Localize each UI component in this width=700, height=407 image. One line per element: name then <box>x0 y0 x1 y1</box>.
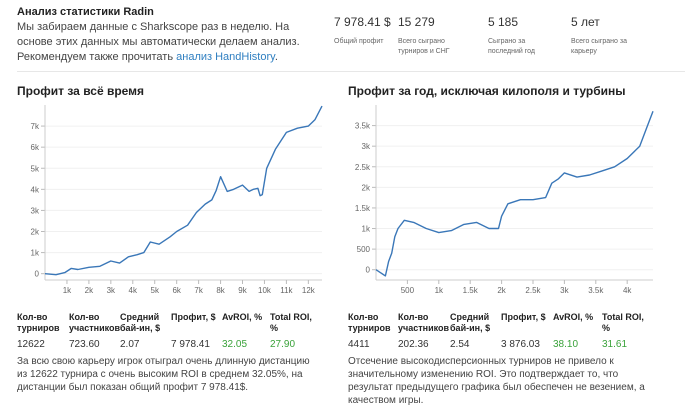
y-tick-label: 5k <box>31 164 40 173</box>
intro-title: Анализ статистики Radin <box>17 6 154 18</box>
stat-value: 7 978.41 $ <box>334 15 391 29</box>
x-tick-label: 4k <box>129 286 138 295</box>
x-tick-label: 5k <box>151 286 160 295</box>
metric-label: Средний бай-ин, $ <box>450 312 491 333</box>
handhistory-link[interactable]: анализ HandHistory <box>176 51 275 63</box>
metric-label: Профит, $ <box>501 312 546 322</box>
x-tick-label: 2.5k <box>525 286 541 295</box>
metric-profit: Профит, $ 7 978.41 <box>171 312 227 350</box>
metric-participants: Кол-во участников 202.36 <box>398 312 454 350</box>
metric-participants: Кол-во участников 723.60 <box>69 312 125 350</box>
x-tick-label: 1.5k <box>463 286 479 295</box>
stat-value: 5 лет <box>571 15 600 29</box>
y-tick-label: 0 <box>366 266 371 275</box>
x-tick-label: 12k <box>302 286 316 295</box>
x-tick-label: 500 <box>401 286 415 295</box>
chart-title-year: Профит за год, исключая килополя и турби… <box>348 84 626 98</box>
metric-value: 4411 <box>348 339 370 350</box>
x-tick-label: 3k <box>107 286 116 295</box>
stat-total-played: 15 279 Всего сыграно турниров и СНГ <box>398 15 464 57</box>
note-all-time: За всю свою карьеру игрок отыграл очень … <box>17 356 310 393</box>
stat-label: Всего сыграно турниров и СНГ <box>398 38 450 55</box>
metric-tournaments: Кол-во турниров 12622 <box>17 312 65 350</box>
metric-value: 7 978.41 <box>171 339 210 350</box>
metric-total-roi: Total ROI, % 27.90 <box>270 312 320 350</box>
x-tick-label: 1k <box>435 286 444 295</box>
metric-value: 2.54 <box>450 339 470 350</box>
intro-block: Анализ статистики Radin Мы забираем данн… <box>17 5 317 65</box>
metric-label: Профит, $ <box>171 312 216 322</box>
y-tick-label: 2k <box>362 183 371 192</box>
y-tick-label: 4k <box>31 185 40 194</box>
y-tick-label: 7k <box>31 122 40 131</box>
x-tick-label: 2k <box>497 286 506 295</box>
stat-total-profit: 7 978.41 $ Общий профит <box>334 15 394 47</box>
metric-label: Средний бай-ин, $ <box>120 312 161 333</box>
profit-chart-all-time: 0 1k 2k 3k 4k 5k 6k 7k 1k 2k 3k 4k 5k 6k 7k 8k 9k 10k 11k 1… <box>31 105 323 295</box>
y-tick-label: 6k <box>31 143 40 152</box>
x-tick-label: 3k <box>560 286 569 295</box>
metric-avroi: AvROI, % 32.05 <box>222 312 270 350</box>
metric-value: 202.36 <box>398 339 429 350</box>
profit-chart-year: 0 500 1k 1.5k 2k 2.5k 3k 3.5k 500 1k 1.5k 2k 2.5k 3k 3… <box>355 105 654 295</box>
profit-series-line <box>44 105 323 276</box>
x-tick-label: 2k <box>85 286 94 295</box>
stat-label: Всего сыграно за карьеру <box>571 38 627 55</box>
metric-label: AvROI, % <box>553 312 594 322</box>
x-tick-label: 9k <box>238 286 247 295</box>
x-tick-label: 7k <box>194 286 203 295</box>
metric-value: 38.10 <box>553 339 579 350</box>
x-tick-label: 4k <box>623 286 632 295</box>
intro-text: Мы забираем данные с Sharkscope раз в не… <box>17 20 317 65</box>
metric-label: Total ROI, % <box>602 312 644 333</box>
stat-last-year: 5 185 Сыграно за последний год <box>488 15 550 57</box>
y-tick-label: 1.5k <box>355 204 371 213</box>
metric-value: 32.05 <box>222 339 248 350</box>
stat-label: Сыграно за последний год <box>488 38 535 55</box>
metric-label: Кол-во турниров <box>348 312 391 333</box>
intro-end: . <box>274 51 278 63</box>
stat-career: 5 лет Всего сыграно за карьеру <box>571 15 637 57</box>
stat-value: 15 279 <box>398 15 435 29</box>
x-tick-label: 11k <box>280 286 293 295</box>
metric-value: 31.61 <box>602 339 628 350</box>
metric-avroi: AvROI, % 38.10 <box>553 312 601 350</box>
intro-body: Мы забираем данные с Sharkscope раз в не… <box>17 21 300 63</box>
y-tick-label: 3k <box>362 142 371 151</box>
y-tick-label: 3.5k <box>355 122 371 131</box>
x-tick-label: 8k <box>216 286 225 295</box>
metric-label: Total ROI, % <box>270 312 312 333</box>
y-tick-label: 0 <box>35 270 40 279</box>
metric-label: AvROI, % <box>222 312 263 322</box>
metric-avg-buyin: Средний бай-ин, $ 2.54 <box>450 312 502 350</box>
metric-tournaments: Кол-во турниров 4411 <box>348 312 396 350</box>
note-year: Отсечение высокодисперсионных турниров н… <box>348 356 645 406</box>
stat-label: Общий профит <box>334 38 384 45</box>
metric-label: Кол-во участников <box>69 312 121 333</box>
metric-profit: Профит, $ 3 876.03 <box>501 312 557 350</box>
stat-value: 5 185 <box>488 15 519 29</box>
divider <box>17 71 685 72</box>
metric-value: 723.60 <box>69 339 100 350</box>
metric-value: 12622 <box>17 339 45 350</box>
y-tick-label: 2k <box>31 228 40 237</box>
x-tick-label: 1k <box>63 286 72 295</box>
metric-value: 3 876.03 <box>501 339 540 350</box>
y-tick-label: 1k <box>362 225 371 234</box>
metric-label: Кол-во участников <box>398 312 450 333</box>
metric-label: Кол-во турниров <box>17 312 60 333</box>
x-tick-label: 10k <box>258 286 272 295</box>
metric-value: 27.90 <box>270 339 296 350</box>
y-tick-label: 500 <box>357 245 371 254</box>
metric-value: 2.07 <box>120 339 140 350</box>
y-tick-label: 1k <box>31 249 40 258</box>
chart-title-all-time: Профит за всё время <box>17 84 145 98</box>
profit-series-line <box>375 110 654 277</box>
x-tick-label: 6k <box>172 286 181 295</box>
x-tick-label: 3.5k <box>588 286 604 295</box>
y-tick-label: 3k <box>31 206 40 215</box>
metric-total-roi: Total ROI, % 31.61 <box>602 312 652 350</box>
y-tick-label: 2.5k <box>355 163 371 172</box>
metric-avg-buyin: Средний бай-ин, $ 2.07 <box>120 312 172 350</box>
